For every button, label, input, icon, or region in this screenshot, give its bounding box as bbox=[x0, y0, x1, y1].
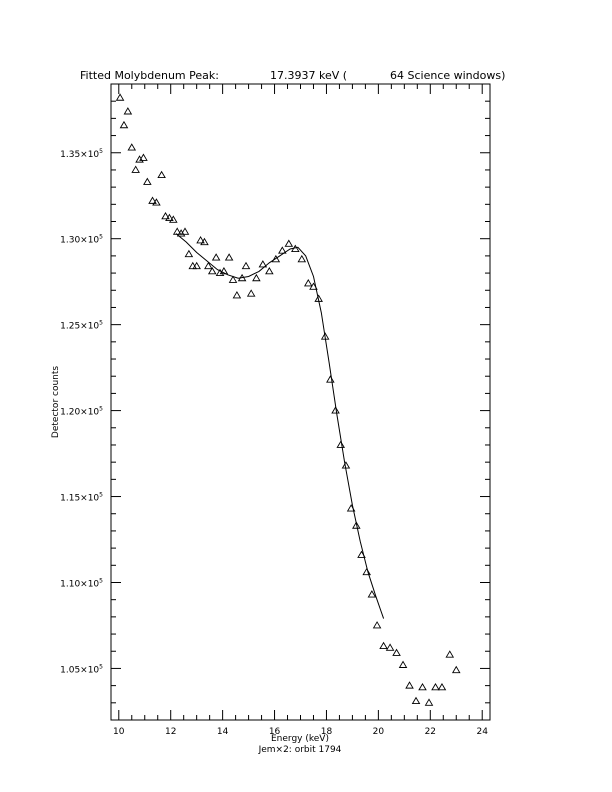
data-point bbox=[278, 246, 287, 254]
y-tick-label: 1.10×105 bbox=[60, 577, 103, 589]
data-point bbox=[224, 253, 234, 261]
data-point bbox=[320, 332, 330, 340]
footer-label: Jem×2: orbit 1794 bbox=[258, 745, 342, 755]
data-point bbox=[418, 682, 427, 691]
data-point bbox=[115, 93, 125, 101]
data-point bbox=[196, 236, 205, 244]
data-point bbox=[219, 266, 229, 275]
x-tick-label: 16 bbox=[269, 727, 281, 737]
data-point bbox=[161, 211, 170, 220]
data-point bbox=[314, 294, 323, 302]
data-point bbox=[326, 375, 335, 383]
data-point bbox=[331, 406, 340, 414]
data-point bbox=[362, 567, 371, 576]
data-point bbox=[291, 244, 300, 252]
data-point bbox=[157, 170, 166, 179]
y-tick-label: 1.20×105 bbox=[60, 406, 103, 418]
y-tick-label: 1.25×105 bbox=[60, 320, 103, 332]
data-point bbox=[372, 621, 382, 629]
data-point bbox=[424, 698, 434, 706]
plot-frame bbox=[110, 83, 491, 721]
data-point bbox=[200, 237, 209, 246]
data-point bbox=[148, 196, 157, 204]
data-points bbox=[115, 93, 461, 706]
data-point bbox=[215, 268, 225, 277]
data-point bbox=[184, 249, 194, 258]
x-tick-label: 22 bbox=[425, 727, 436, 737]
data-point bbox=[392, 648, 401, 656]
x-tick-label: 12 bbox=[165, 727, 176, 737]
data-point bbox=[143, 177, 152, 185]
chart-title: Fitted Molybdenum Peak: 17.3937 keV ( 64… bbox=[80, 69, 505, 82]
data-point bbox=[284, 239, 294, 247]
data-point bbox=[241, 261, 251, 270]
data-point bbox=[367, 590, 377, 598]
data-point bbox=[445, 650, 455, 658]
data-point bbox=[152, 198, 161, 206]
data-point bbox=[252, 273, 261, 282]
data-point bbox=[309, 282, 318, 290]
data-point bbox=[135, 155, 144, 163]
title-label: Fitted Molybdenum Peak: bbox=[80, 69, 219, 82]
data-point bbox=[127, 143, 137, 151]
data-point bbox=[228, 275, 238, 283]
title-energy: 17.3937 keV ( bbox=[270, 69, 347, 82]
data-point bbox=[346, 504, 356, 512]
data-point bbox=[169, 215, 178, 223]
data-point bbox=[451, 665, 461, 674]
data-point bbox=[192, 261, 201, 270]
data-point bbox=[119, 120, 129, 129]
y-tick-label: 1.35×105 bbox=[60, 148, 103, 160]
title-windows: 64 Science windows) bbox=[390, 69, 505, 82]
data-point bbox=[204, 261, 213, 270]
x-tick-label: 20 bbox=[373, 727, 385, 737]
data-point bbox=[246, 289, 256, 297]
data-point bbox=[131, 165, 140, 173]
x-tick-label: 18 bbox=[321, 727, 333, 737]
data-point bbox=[232, 291, 242, 299]
data-point bbox=[211, 253, 221, 261]
data-point bbox=[172, 227, 182, 235]
data-point bbox=[180, 227, 190, 235]
data-point bbox=[207, 266, 217, 275]
x-axis-label: Energy (keV) bbox=[271, 734, 329, 744]
x-tick-label: 14 bbox=[217, 727, 229, 737]
data-point bbox=[385, 643, 395, 651]
data-point bbox=[176, 229, 186, 237]
x-tick-label: 10 bbox=[113, 727, 125, 737]
fit-curve bbox=[175, 233, 385, 619]
y-axis-label: Detector counts bbox=[51, 366, 61, 438]
y-tick-label: 1.30×105 bbox=[60, 234, 103, 246]
data-point bbox=[405, 681, 414, 689]
y-tick-labels: 1.05×105 1.10×105 1.15×105 1.20×105 1.25×105… bbox=[60, 148, 103, 676]
data-point bbox=[237, 273, 247, 282]
data-point bbox=[437, 682, 447, 691]
data-point bbox=[271, 254, 281, 263]
axis-ticks bbox=[111, 84, 490, 720]
data-point bbox=[379, 641, 388, 650]
data-point bbox=[411, 696, 421, 705]
data-point bbox=[265, 266, 274, 275]
y-tick-label: 1.15×105 bbox=[60, 492, 103, 504]
data-point bbox=[258, 260, 268, 268]
data-point bbox=[357, 550, 366, 558]
data-point bbox=[352, 521, 361, 529]
data-point bbox=[304, 279, 313, 287]
data-point bbox=[341, 461, 351, 469]
data-point bbox=[398, 660, 408, 668]
data-point bbox=[297, 254, 307, 263]
x-tick-labels: 10 12 14 16 18 20 22 24 bbox=[113, 727, 488, 737]
x-tick-label: 24 bbox=[476, 727, 488, 737]
data-point bbox=[336, 440, 346, 448]
y-tick-label: 1.05×105 bbox=[60, 663, 103, 675]
data-point bbox=[123, 107, 133, 115]
data-point bbox=[165, 213, 174, 222]
data-point bbox=[139, 153, 148, 161]
data-point bbox=[431, 682, 440, 691]
